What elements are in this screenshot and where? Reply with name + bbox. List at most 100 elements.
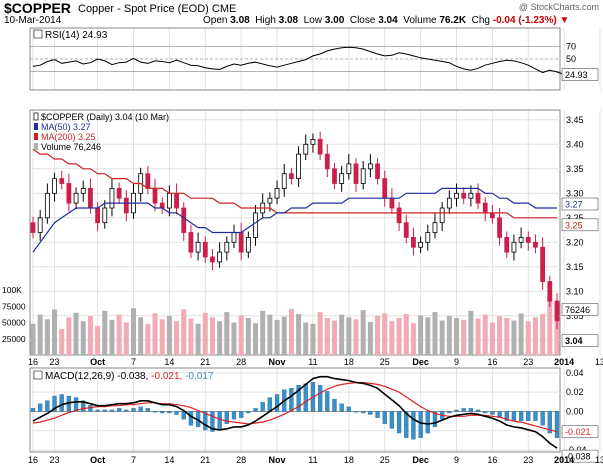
macd-legend: MACD(12,26,9) -0.038, -0.021, -0.017: [45, 371, 214, 382]
candle-body: [382, 178, 388, 199]
close-last-label-box: [561, 334, 599, 348]
volume-bar: [532, 317, 538, 355]
candle-body: [202, 241, 208, 258]
ma200-last-label-box: [561, 218, 599, 232]
candle-body: [439, 207, 445, 224]
x-tick-label: 14: [164, 455, 174, 465]
candle-body: [454, 192, 459, 199]
candle-body: [123, 197, 129, 214]
candle-body: [554, 300, 560, 322]
candle-body: [109, 187, 115, 209]
macd-histogram-bar: [389, 411, 395, 429]
candle-body: [353, 163, 359, 184]
macd-histogram-bar: [511, 411, 517, 421]
candle-body: [339, 173, 345, 184]
volume-tick-label: 25000: [2, 334, 26, 344]
volume-bar: [511, 320, 517, 355]
ohlc-summary: Open 3.08 High 3.08 Low 3.00 Close 3.04 …: [203, 15, 569, 26]
price-tick-label: 3.20: [566, 237, 584, 247]
macd-histogram-bar: [382, 411, 387, 424]
volume-bar: [454, 317, 460, 355]
macd-histogram-bar: [52, 395, 57, 412]
macd-histogram-bar: [554, 411, 560, 438]
candle-body: [346, 163, 352, 175]
volume-bar: [468, 310, 474, 355]
volume-bar: [159, 319, 165, 355]
high-value: 3.08: [278, 15, 299, 26]
x-tick-label: 9: [454, 357, 459, 367]
high-label: High: [255, 15, 276, 26]
macd-histogram-bar: [518, 411, 524, 421]
candle-body: [52, 178, 57, 194]
macd-histogram-bar: [296, 385, 301, 412]
price-legend-entry: MA(50) 3.27: [41, 122, 91, 132]
candle-body: [446, 197, 452, 209]
volume-bar: [245, 317, 251, 355]
price-legend-entry: $COPPER (Daily) 3.04 (10 Mar): [41, 112, 169, 122]
macd-histogram-bar: [404, 411, 409, 438]
volume-bar: [152, 313, 158, 355]
x-tick-label: 16: [28, 455, 38, 465]
price-panel: [29, 109, 561, 356]
macd-tick-label: 0.02: [566, 387, 584, 397]
rsi-last-label: 24.93: [565, 70, 588, 80]
candle-body: [210, 256, 215, 263]
volume-bar: [439, 320, 445, 355]
candle-body: [238, 232, 244, 253]
chg-value: -0.04 (-1.23%): [492, 15, 557, 26]
macd-histogram-bar: [124, 409, 129, 412]
macd-histogram-bar: [45, 400, 50, 412]
candle-body: [525, 236, 531, 243]
macd-signal-last-label: -0.021: [565, 427, 591, 437]
symbol-title: $COPPER: [4, 0, 71, 16]
candle-body: [317, 138, 323, 155]
x-tick-label: Oct: [90, 455, 105, 465]
volume-bar: [102, 310, 108, 355]
macd-histogram-bar: [504, 411, 509, 421]
candle-body: [224, 241, 230, 253]
volume-tick-label: 100K: [2, 285, 22, 295]
x-tick-label: Dec: [412, 455, 429, 465]
volume-bar: [188, 318, 194, 355]
candle-body: [281, 173, 287, 189]
macd-histogram-bar: [375, 411, 380, 418]
macd-histogram-bar: [361, 411, 366, 414]
candle-body: [59, 178, 65, 184]
volume-bar: [353, 319, 359, 355]
volume-bar: [367, 321, 373, 355]
macd-histogram-bar: [418, 411, 423, 438]
candle-body: [432, 222, 438, 233]
macd-histogram-bar: [353, 411, 359, 413]
volume-bar: [95, 325, 101, 355]
macd-histogram-bar: [317, 385, 323, 412]
candle-body: [547, 281, 553, 302]
macd-histogram-bar: [174, 411, 179, 415]
volume-bar: [116, 314, 122, 355]
macd-histogram-bar: [95, 409, 100, 412]
macd-histogram-bar: [30, 408, 36, 412]
macd-legend-part: -0.038,: [117, 371, 151, 382]
macd-histogram-bar: [547, 411, 552, 434]
macd-histogram-bar: [396, 411, 402, 434]
candle-body: [159, 202, 165, 209]
volume-last-label-box: [561, 303, 599, 316]
macd-signal-last-label-box: [561, 425, 599, 439]
price-legend-swatch: [33, 112, 39, 121]
x-tick-label: 16: [487, 357, 497, 367]
x-tick-label: 7: [131, 455, 136, 465]
volume-bar: [482, 314, 488, 355]
macd-histogram-bar: [447, 411, 452, 414]
macd-histogram-bar: [368, 411, 373, 415]
candle-body: [245, 236, 251, 253]
macd-histogram-bar: [81, 400, 86, 412]
candle-body: [396, 207, 402, 224]
macd-last-label-box: [561, 449, 599, 463]
ma50-last-label-box: [561, 197, 599, 211]
volume-bar: [274, 319, 280, 355]
candle-body: [44, 192, 50, 219]
volume-tick-label: 75000: [2, 301, 26, 311]
candle-body: [324, 153, 330, 170]
candle-body: [533, 241, 538, 248]
rsi-legend-swatch: [33, 29, 43, 39]
